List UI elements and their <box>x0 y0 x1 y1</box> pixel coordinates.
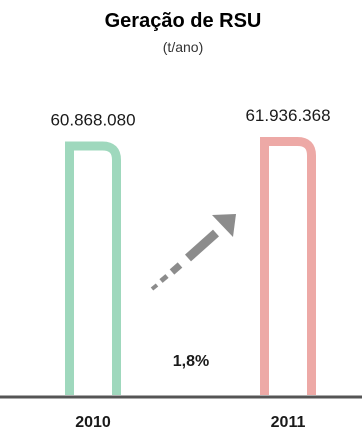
arrow-dash-2 <box>161 276 167 281</box>
chart-title: Geração de RSU <box>105 10 262 32</box>
category-label-2010: 2010 <box>75 414 111 431</box>
value-labels: 60.868.080 61.936.368 <box>50 106 330 129</box>
bar-2010 <box>70 146 117 395</box>
bar-2011 <box>265 142 312 396</box>
growth-arrow-icon <box>152 214 236 289</box>
growth-label: 1,8% <box>173 353 209 370</box>
value-label-2011: 61.936.368 <box>245 106 330 125</box>
arrow-dash-1 <box>172 265 180 272</box>
category-label-2011: 2011 <box>271 414 306 431</box>
category-labels: 2010 2011 <box>75 414 305 431</box>
value-label-2010: 60.868.080 <box>50 110 135 129</box>
chart-subtitle: (t/ano) <box>163 39 203 55</box>
arrow-shaft <box>188 233 216 258</box>
arrow-dash-3 <box>152 285 157 289</box>
